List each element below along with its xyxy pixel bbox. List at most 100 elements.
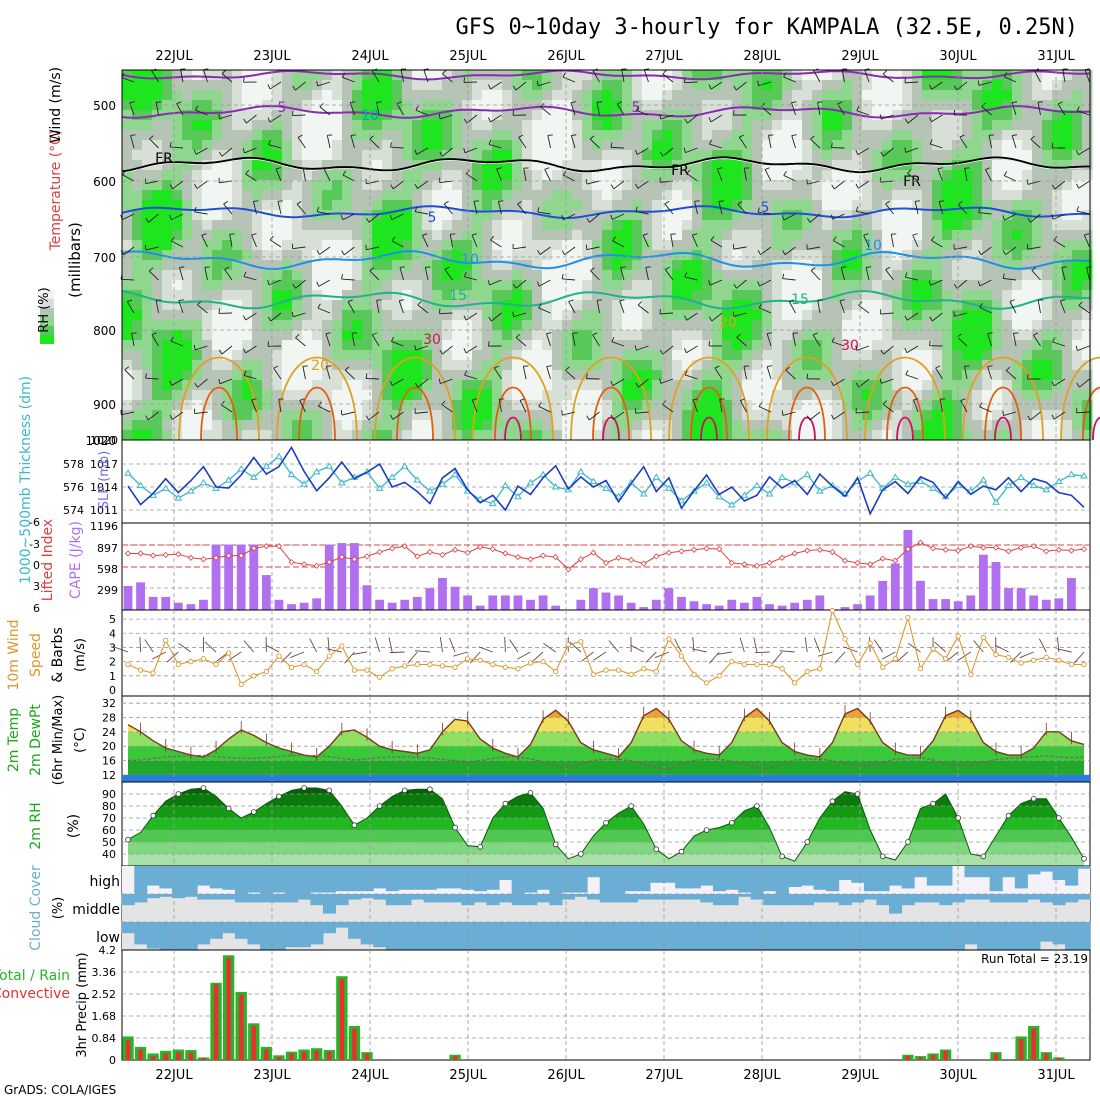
rh-cell [172, 430, 183, 441]
rh-cell [1012, 270, 1023, 281]
rh-cell [162, 90, 173, 101]
rh-cell [442, 160, 453, 171]
rh-cell [782, 400, 793, 411]
rh-cell [1002, 250, 1013, 261]
wind10m-barb [414, 650, 430, 653]
rh-cell [892, 420, 903, 431]
rh-cell [772, 90, 783, 101]
rh-cell [1012, 80, 1023, 91]
rh-cell [872, 410, 883, 421]
rh-cell [932, 260, 943, 271]
wind10m-barb [1056, 648, 1072, 653]
rh-cell [442, 90, 453, 101]
cape-bar [488, 595, 498, 610]
rh-cell [222, 380, 233, 391]
rh-cell [1042, 200, 1053, 211]
rh-cell [122, 290, 133, 301]
rh-cell [322, 310, 333, 321]
rh-cell [582, 420, 593, 431]
rh-cell [1062, 120, 1073, 131]
rh-cell [562, 90, 573, 101]
rh-cell [402, 100, 413, 111]
wind-speed-point [339, 643, 345, 649]
rh-cell [502, 360, 513, 371]
wind-barb-flag [463, 315, 467, 321]
rh-cell [472, 110, 483, 121]
rh-cell [222, 150, 233, 161]
rh-cell [752, 430, 763, 441]
rh-cell [122, 390, 133, 401]
wind10m-barb [804, 637, 808, 653]
rh-cell [522, 350, 533, 361]
cape-bar [236, 544, 246, 610]
rh-cell [592, 70, 603, 81]
rh-cell [622, 230, 633, 241]
rh-cell [332, 70, 343, 81]
wind-barb-flag [806, 373, 809, 379]
rh-cell [132, 370, 143, 381]
rh-cell [472, 430, 483, 441]
rh-cell [422, 90, 433, 101]
wind-barb-flag [758, 402, 763, 407]
rh-cell [902, 330, 913, 341]
rh-cell [142, 150, 153, 161]
wind-barb [1054, 180, 1066, 190]
rh-cell [282, 250, 293, 261]
rh-cell [772, 390, 783, 401]
rh-cell [322, 380, 333, 391]
rh-cell [452, 280, 463, 291]
rh-cell [852, 220, 863, 231]
rh-cell [1082, 200, 1093, 211]
rh-cell [332, 370, 343, 381]
rh-cell [862, 280, 873, 291]
rh-cell [462, 190, 473, 201]
rh-cell [932, 250, 943, 261]
cape-bar [224, 544, 234, 610]
rh-cell [482, 200, 493, 211]
wind-barb [1053, 411, 1066, 420]
rh-cell [962, 200, 973, 211]
rh-cell [952, 280, 963, 291]
wind-barb [1037, 102, 1041, 116]
rh-cell [1072, 320, 1083, 331]
wind-speed-point [150, 670, 156, 676]
thickness-point [438, 480, 447, 487]
wind-barb-flag [782, 273, 785, 279]
rh-cell [822, 310, 833, 321]
rh-cell [342, 370, 353, 381]
rh-cell [922, 140, 933, 151]
rh-cell [912, 360, 923, 371]
rh-cell [392, 250, 403, 261]
cape-bar [903, 529, 913, 610]
rh-cell [332, 280, 343, 291]
rh-cell [682, 290, 693, 301]
rh-cell [282, 200, 293, 211]
rh-cell [642, 350, 653, 361]
rh-cell [262, 170, 273, 181]
rh-cell [792, 250, 803, 261]
rh-cell [992, 290, 1003, 301]
rh-cell [162, 180, 173, 191]
wind10m-barb [907, 642, 921, 653]
rh-cell [602, 360, 613, 371]
rh-cell [562, 410, 573, 421]
rh-cell [432, 250, 443, 261]
rh-cell [322, 350, 333, 361]
rh-cell [712, 290, 723, 301]
rh-cell [582, 390, 593, 401]
rh-cell [772, 220, 783, 231]
contour-30 [994, 416, 1012, 441]
rh-cell [142, 80, 153, 91]
rh-cell [622, 380, 633, 391]
wind10m-barb [934, 641, 946, 653]
rh-cell [872, 170, 883, 181]
rh-cell [472, 350, 483, 361]
rh-cell [522, 340, 533, 351]
rh-cell [632, 110, 643, 121]
rh-cell [772, 350, 783, 361]
rh-cell [552, 130, 563, 141]
rh-cell [862, 190, 873, 201]
rh-cell [1032, 340, 1043, 351]
wind-barb [415, 411, 429, 414]
rh-cell [222, 180, 233, 191]
